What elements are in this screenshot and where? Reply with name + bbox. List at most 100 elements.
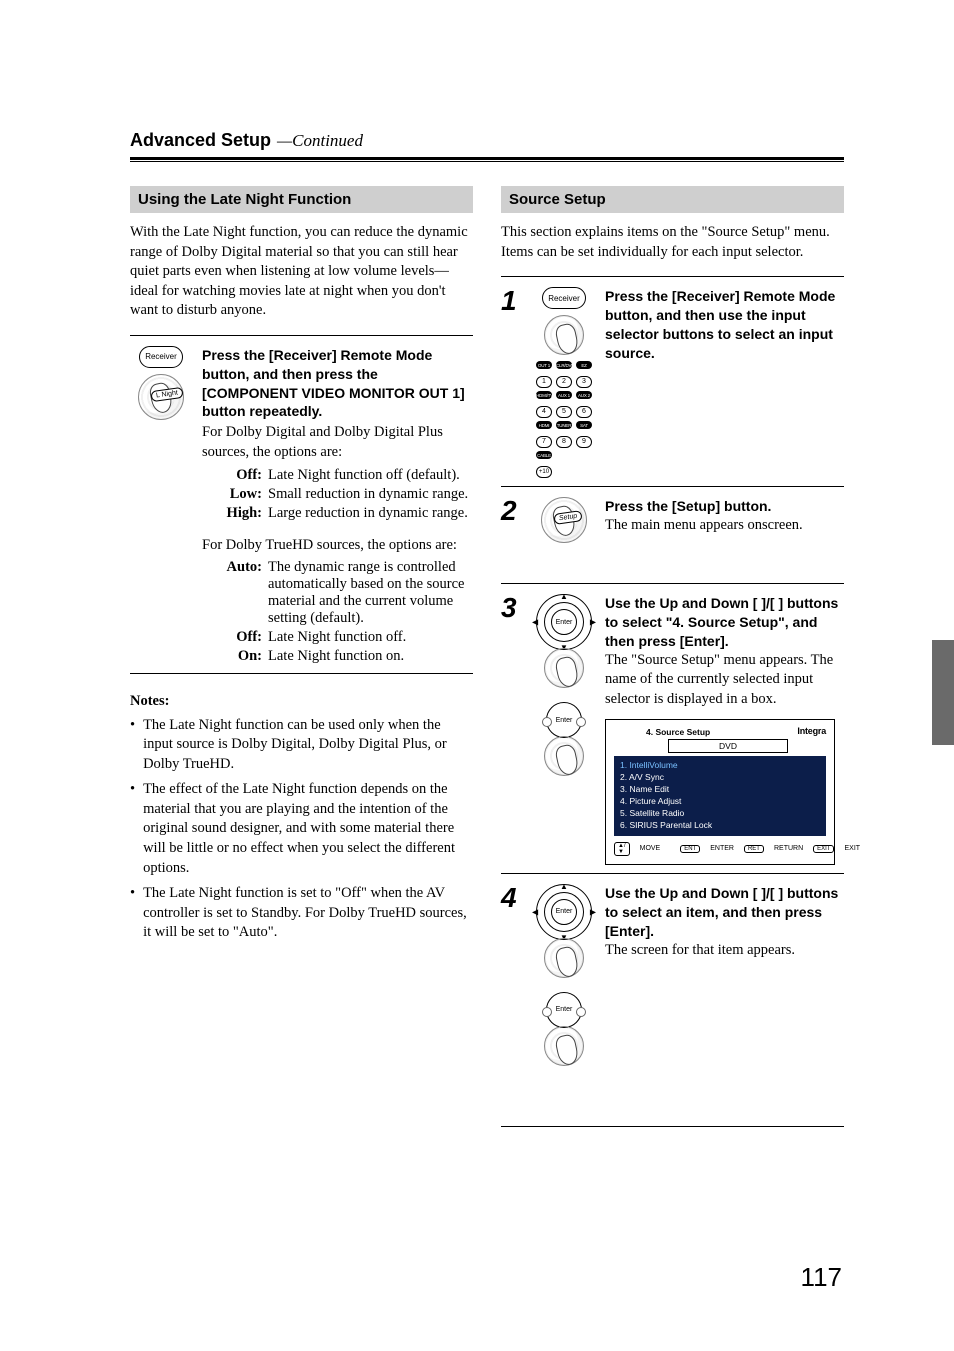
osd-selected-input: DVD [668, 739, 788, 753]
side-tab [932, 640, 954, 745]
def-desc: Late Night function off (default). [268, 467, 473, 484]
left-defs-1: Off: Late Night function off (default). … [212, 467, 473, 522]
osd-item: 4. Picture Adjust [620, 796, 820, 808]
step-4: 4 ▲ ▼ ◀ ▶ Enter Enter Use the Up and Dow… [501, 884, 844, 1066]
page-title: Advanced Setup [130, 130, 271, 151]
grid-btn: 8 [556, 436, 572, 448]
osd-item: 6. SIRIUS Parental Lock [620, 820, 820, 832]
hand-press-icon [544, 315, 584, 355]
def-desc: Small reduction in dynamic range. [268, 486, 473, 503]
notes-list: The Late Night function can be used only… [130, 716, 473, 943]
grid-btn: 9 [576, 436, 592, 448]
page-number: 117 [801, 1262, 842, 1293]
grid-label: EZ PORT [576, 361, 592, 369]
step-2: 2 Setup Press the [Setup] button. The ma… [501, 497, 844, 543]
title-rule-thick [130, 157, 844, 160]
osd-item: 5. Satellite Radio [620, 808, 820, 820]
dpad-enter-button: Enter [551, 899, 577, 925]
osd-footer: ▲/▼ MOVE ENT ENTER RET RETURN EXIT EXIT [614, 842, 826, 856]
step3-divider-bottom [501, 873, 844, 874]
left-instruction-bold: Press the [Receiver] Remote Mode button,… [202, 346, 473, 422]
left-step-graphic: Receiver L Night [130, 346, 192, 665]
note-text: The Late Night function can be used only… [143, 716, 473, 775]
step-4-bold: Use the Up and Down [ ]/[ ] buttons to s… [605, 884, 844, 941]
def-term: High: [212, 505, 262, 522]
osd-footer-return: RETURN [774, 845, 803, 852]
note-text: The effect of the Late Night function de… [143, 780, 473, 878]
hand-press-icon [544, 648, 584, 688]
step-1-graphic: Receiver OUT 1 CLR/DVD EZ PORT 1 2 3 HDM… [533, 287, 595, 478]
step-4-number: 4 [501, 884, 523, 1066]
osd-menu: Integra 4. Source Setup DVD 1. IntelliVo… [605, 719, 835, 864]
grid-label: AUX 2 [576, 391, 592, 399]
input-selector-grid-icon: OUT 1 CLR/DVD EZ PORT 1 2 3 HDMI/TV AUX … [533, 361, 595, 478]
grid-label: TUNER [556, 421, 572, 429]
step-4-graphic: ▲ ▼ ◀ ▶ Enter Enter [533, 884, 595, 1066]
grid-label: SAT [576, 421, 592, 429]
step-1: 1 Receiver OUT 1 CLR/DVD EZ PORT 1 2 3 H… [501, 287, 844, 478]
def-term: Low: [212, 486, 262, 503]
arrow-up-icon: ▲ [560, 882, 568, 891]
grid-btn-plus10: +10 [536, 466, 552, 478]
def-term: Auto: [212, 559, 262, 627]
title-rule-thin [130, 161, 844, 162]
step-3: 3 ▲ ▼ ◀ ▶ Enter Enter Use the Up and Dow… [501, 594, 844, 865]
def-desc: Late Night function off. [268, 629, 473, 646]
left-step-body: Press the [Receiver] Remote Mode button,… [202, 346, 473, 665]
step4-divider-bottom [501, 1126, 844, 1127]
def-term: On: [212, 648, 262, 665]
step-2-number: 2 [501, 497, 523, 543]
grid-btn: 4 [536, 406, 552, 418]
left-instruction-line: For Dolby Digital and Dolby Digital Plus… [202, 423, 473, 462]
osd-footer-exit: EXIT [844, 845, 860, 852]
hand-press-icon: L Night [138, 374, 184, 420]
grid-label: HDMI/TV [536, 391, 552, 399]
right-section-header: Source Setup [501, 186, 844, 213]
step1-divider-bottom [501, 486, 844, 487]
osd-footer-move: MOVE [640, 845, 661, 852]
step-1-body: Press the [Receiver] Remote Mode button,… [605, 287, 844, 478]
grid-btn: 7 [536, 436, 552, 448]
left-defs-2: Auto: The dynamic range is controlled au… [212, 559, 473, 665]
grid-label: AUX 1 [556, 391, 572, 399]
arrow-right-icon: ▶ [590, 907, 596, 916]
left-intro: With the Late Night function, you can re… [130, 223, 473, 321]
osd-chip-icon: ▲/▼ [614, 842, 630, 856]
osd-body: 1. IntelliVolume 2. A/V Sync 3. Name Edi… [614, 756, 826, 835]
grid-label: OUT 1 [536, 361, 552, 369]
def-desc: Large reduction in dynamic range. [268, 505, 473, 522]
def-desc: The dynamic range is controlled automati… [268, 559, 473, 627]
osd-item: 3. Name Edit [620, 784, 820, 796]
arrow-left-icon: ◀ [532, 618, 538, 627]
osd-item: 2. A/V Sync [620, 772, 820, 784]
step-3-number: 3 [501, 594, 523, 865]
step-1-number: 1 [501, 287, 523, 478]
step-2-bold: Press the [Setup] button. [605, 497, 844, 516]
left-step: Receiver L Night Press the [Receiver] Re… [130, 346, 473, 665]
step-1-bold: Press the [Receiver] Remote Mode button,… [605, 287, 844, 363]
step-3-graphic: ▲ ▼ ◀ ▶ Enter Enter [533, 594, 595, 865]
page-title-row: Advanced Setup —Continued [130, 130, 844, 151]
osd-chip-icon: EXIT [813, 845, 834, 853]
step-3-line: The "Source Setup" menu appears. The nam… [605, 651, 844, 710]
note-text: The Late Night function is set to "Off" … [143, 884, 473, 943]
left-step-divider-bottom [130, 673, 473, 674]
enter-button-icon: Enter [546, 992, 582, 1028]
hand-press-icon [544, 736, 584, 776]
hand-press-icon [544, 938, 584, 978]
def-desc: Late Night function on. [268, 648, 473, 665]
grid-btn: 2 [556, 376, 572, 388]
arrow-right-icon: ▶ [590, 618, 596, 627]
arrow-left-icon: ◀ [532, 907, 538, 916]
osd-chip-icon: RET [744, 845, 764, 853]
step1-divider-top [501, 276, 844, 277]
left-truehd-intro: For Dolby TrueHD sources, the options ar… [202, 536, 473, 556]
def-term: Off: [212, 467, 262, 484]
left-step-divider-top [130, 335, 473, 336]
osd-item: 1. IntelliVolume [620, 760, 820, 772]
arrow-up-icon: ▲ [560, 592, 568, 601]
left-column: Using the Late Night Function With the L… [130, 186, 473, 1137]
grid-btn: 5 [556, 406, 572, 418]
l-night-button-label: L Night [150, 387, 183, 402]
setup-button-label: Setup [553, 510, 583, 525]
